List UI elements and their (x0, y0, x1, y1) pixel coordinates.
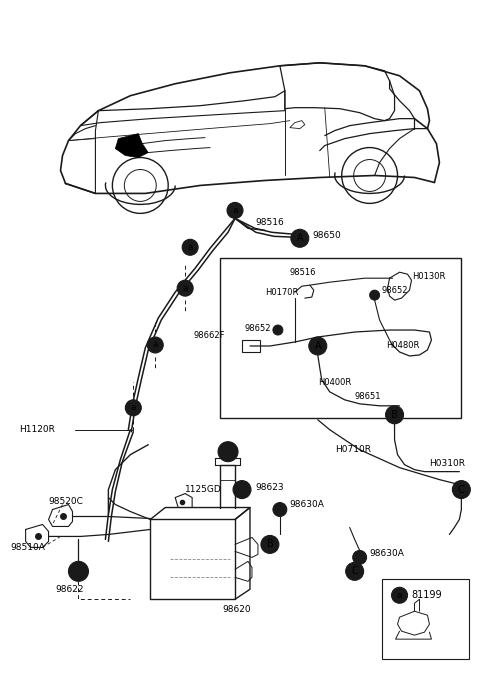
Circle shape (69, 562, 88, 582)
Circle shape (233, 481, 251, 499)
Text: 98650: 98650 (313, 231, 342, 240)
Circle shape (370, 290, 380, 300)
Text: a: a (131, 403, 136, 412)
Text: 98620: 98620 (223, 605, 252, 614)
Text: C: C (351, 566, 358, 576)
Bar (382, 580, 469, 659)
Text: 98520C: 98520C (48, 497, 84, 506)
Text: 98652: 98652 (382, 286, 408, 295)
Text: a: a (153, 340, 158, 349)
Circle shape (218, 442, 238, 462)
Circle shape (346, 562, 364, 580)
Circle shape (273, 503, 287, 516)
Circle shape (261, 536, 279, 553)
Circle shape (73, 566, 84, 576)
Text: 98652: 98652 (245, 323, 272, 332)
Bar (220, 258, 461, 418)
Circle shape (309, 337, 327, 355)
Text: 98516: 98516 (255, 218, 284, 227)
Circle shape (182, 239, 198, 256)
Text: 98651: 98651 (355, 393, 381, 401)
Text: H1120R: H1120R (19, 425, 55, 434)
Text: 98516: 98516 (290, 268, 316, 277)
Circle shape (291, 229, 309, 247)
Text: H0310R: H0310R (430, 459, 466, 468)
Circle shape (227, 202, 243, 219)
Text: B: B (391, 410, 398, 420)
Text: 98630A: 98630A (370, 549, 405, 558)
Text: H0710R: H0710R (335, 445, 371, 454)
Text: a: a (182, 284, 188, 292)
Text: 81199: 81199 (411, 590, 442, 600)
Circle shape (452, 481, 470, 499)
Text: H0130R: H0130R (412, 272, 446, 281)
Circle shape (392, 587, 408, 603)
Text: 98662F: 98662F (193, 331, 225, 340)
Circle shape (273, 325, 283, 335)
Text: C: C (458, 484, 465, 495)
Text: a: a (397, 590, 402, 600)
Circle shape (147, 337, 163, 353)
Text: H0480R: H0480R (386, 342, 420, 351)
Text: B: B (266, 539, 273, 549)
Text: A: A (297, 234, 303, 243)
Circle shape (177, 280, 193, 296)
Circle shape (385, 406, 404, 424)
Text: a: a (232, 206, 238, 215)
Polygon shape (290, 121, 305, 129)
Circle shape (353, 550, 367, 564)
Text: 98623: 98623 (255, 483, 284, 492)
Polygon shape (115, 134, 148, 158)
Text: H0170R: H0170R (265, 288, 298, 297)
Text: a: a (187, 242, 193, 252)
Text: 98630A: 98630A (290, 500, 325, 509)
Text: H0400R: H0400R (318, 378, 351, 388)
Text: 98622: 98622 (56, 585, 84, 594)
Text: 98510A: 98510A (11, 543, 46, 552)
Bar (242, 340, 260, 352)
Text: A: A (314, 341, 321, 351)
Text: 1125GD: 1125GD (185, 485, 222, 494)
Circle shape (125, 400, 141, 416)
